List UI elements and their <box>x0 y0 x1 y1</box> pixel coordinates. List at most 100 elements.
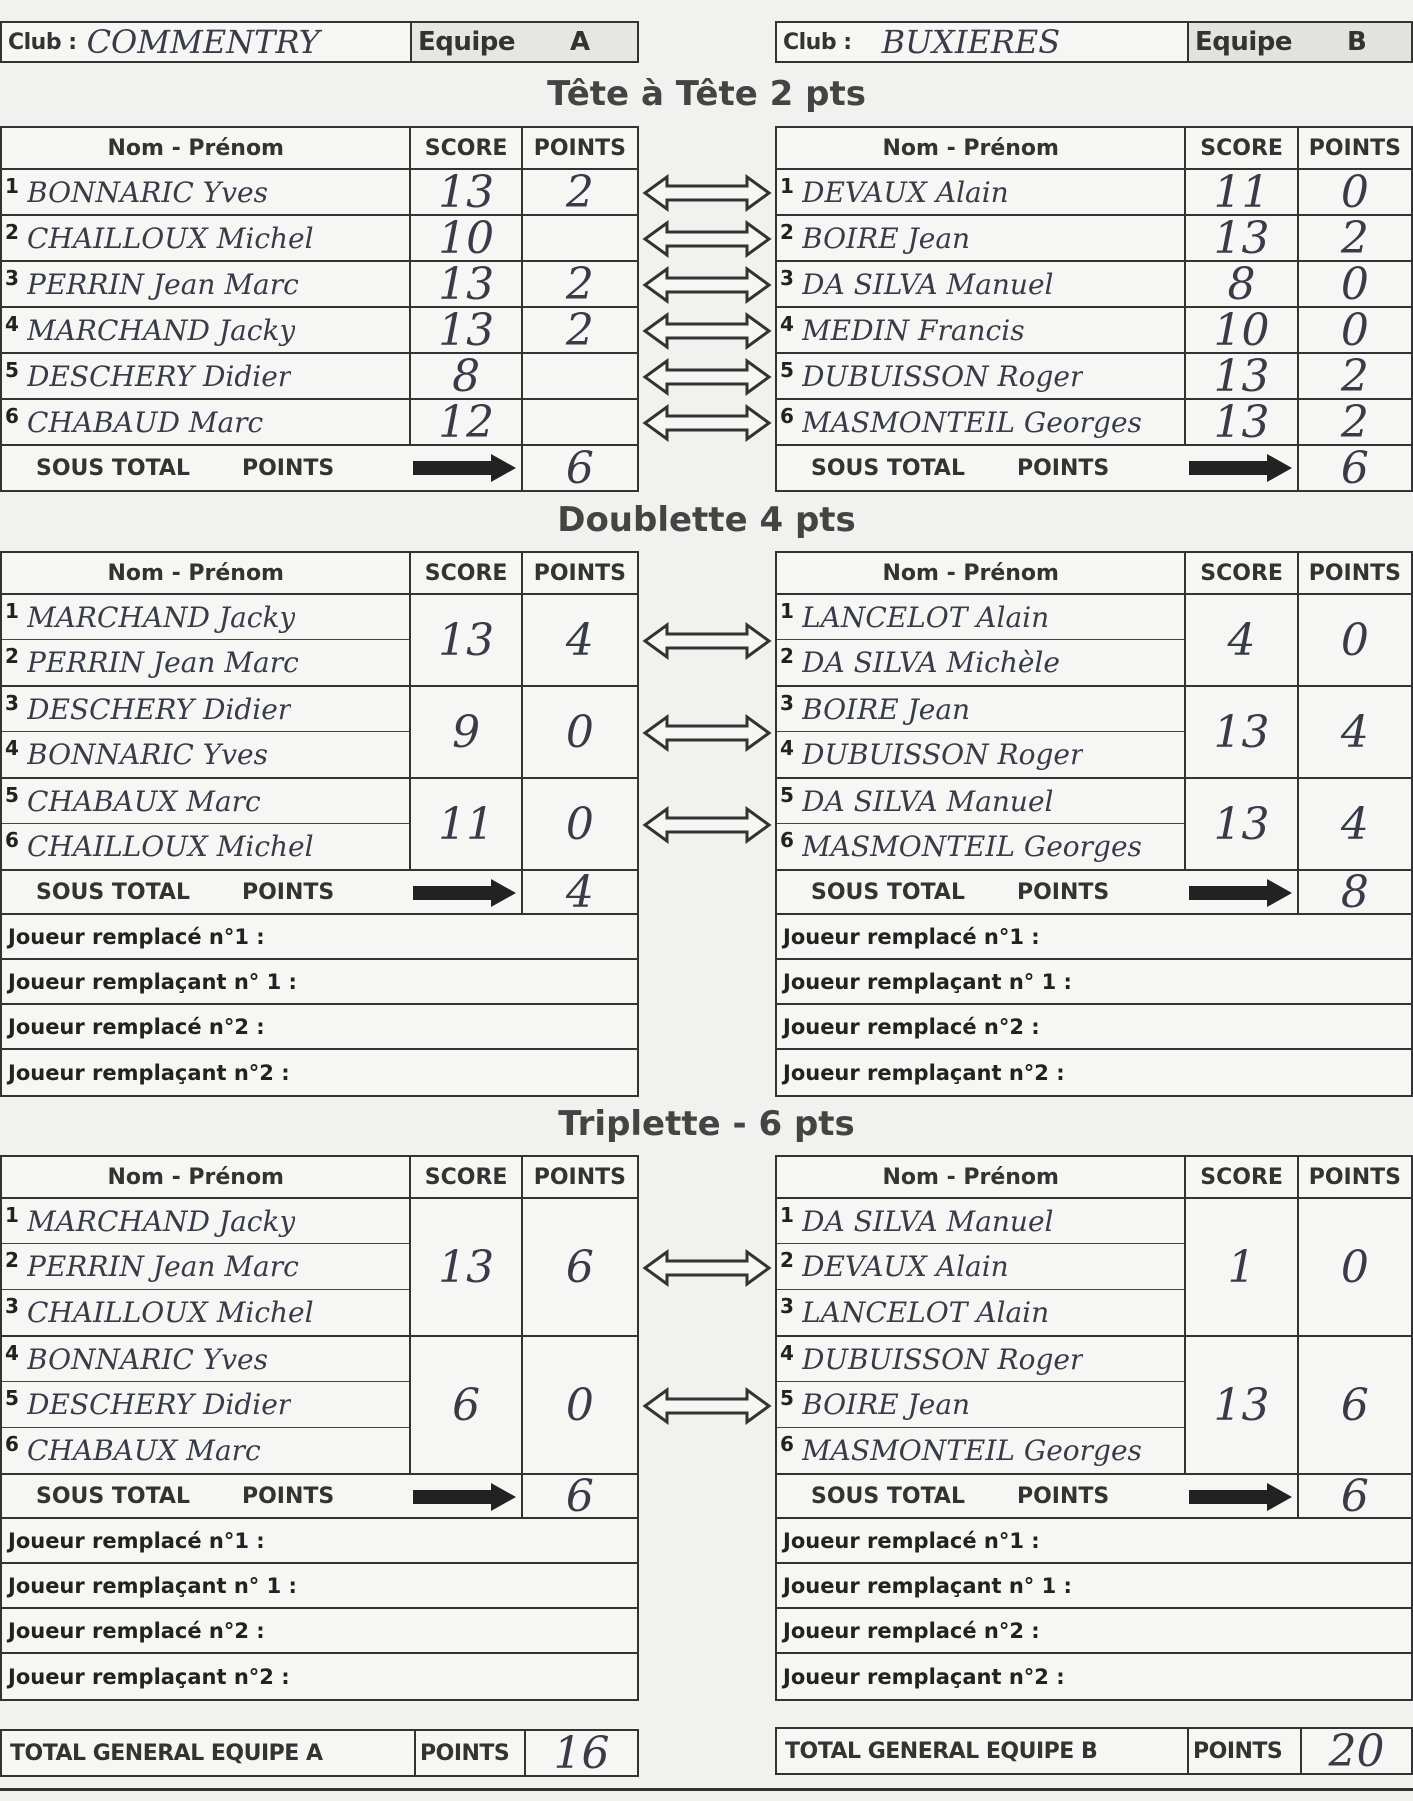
player-name: DEVAUX Alain <box>802 175 1009 209</box>
points-cell: 0 <box>1340 258 1369 310</box>
match-group-row: 3 PERRIN Jean Marc 13 2 <box>2 258 637 310</box>
match-group-row: 5 DA SILVA Manuel 6 MASMONTEIL Georges 13 4 <box>777 779 1411 871</box>
subtotal-points-label: POINTS <box>1016 455 1110 481</box>
player-name: DUBUISSON Roger <box>802 738 1084 771</box>
total-label: TOTAL GENERAL EQUIPE A <box>10 1740 323 1766</box>
match-group-row: 4 BONNARIC Yves 5 DESCHERY Didier 6 CHABAUX M… <box>2 1337 637 1475</box>
total-points-label-box-left: POINTS <box>414 1729 526 1777</box>
subtotal-points: 6 <box>565 1470 594 1522</box>
points-cell: 6 <box>1340 1379 1369 1431</box>
table-header-row: Nom - Prénom SCORE POINTS <box>2 553 637 595</box>
match-group-row: 3 DESCHERY Didier 4 BONNARIC Yves 9 0 <box>2 687 637 779</box>
total-points: 16 <box>553 1727 610 1779</box>
total-points-label: POINTS <box>1193 1738 1283 1764</box>
points-column-header: POINTS <box>1308 1164 1401 1190</box>
section-title: Doublette 4 pts <box>557 500 856 540</box>
player-number: 6 <box>5 828 19 853</box>
subtotal-label-cell: SOUS TOTAL POINTS <box>777 1475 1299 1517</box>
player-names: 1 BONNARIC Yves <box>2 170 412 214</box>
player-name: LANCELOT Alain <box>802 600 1050 634</box>
player-line: 3 DA SILVA Manuel <box>777 262 1184 306</box>
replacement-row: Joueur remplaçant n°2 : <box>777 1050 1411 1095</box>
right-arrow-icon <box>412 1483 516 1511</box>
player-names: 4 DUBUISSON Roger 5 BOIRE Jean 6 MASMONTEIL G… <box>777 1337 1187 1473</box>
replacement-label: Joueur remplacé n°2 : <box>8 1014 265 1039</box>
player-number: 4 <box>5 736 19 761</box>
player-name: PERRIN Jean Marc <box>27 646 299 679</box>
match-group-row: 1 MARCHAND Jacky 2 PERRIN Jean Marc 3 CHAILLO… <box>2 1199 637 1337</box>
score-cell: 10 <box>411 213 523 264</box>
score-table-left: Nom - Prénom SCORE POINTS 1 BONNARIC Yves 13 2… <box>0 126 639 494</box>
player-number: 5 <box>780 783 794 807</box>
total-points-box-left: 16 <box>524 1727 639 1779</box>
total-points: 20 <box>1328 1725 1385 1777</box>
replacement-label: Joueur remplaçant n°2 : <box>8 1060 290 1085</box>
player-line: 6 MASMONTEIL Georges <box>777 400 1184 444</box>
subtotal-label-cell: SOUS TOTAL POINTS <box>2 871 523 913</box>
player-name: DA SILVA Michèle <box>802 646 1060 679</box>
subtotal-label: SOUS TOTAL <box>36 1483 190 1509</box>
right-arrow-icon <box>412 454 516 482</box>
player-name: BONNARIC Yves <box>27 175 268 209</box>
player-number: 5 <box>5 783 19 807</box>
double-arrow-icon <box>642 714 772 752</box>
score-cell: 13 <box>1186 1337 1299 1473</box>
replacement-row: Joueur remplacé n°2 : <box>777 1609 1411 1654</box>
replacement-row: Joueur remplacé n°1 : <box>777 915 1411 960</box>
player-number: 2 <box>5 1248 19 1273</box>
player-line: 1 DA SILVA Manuel <box>777 1199 1185 1245</box>
subtotal-row: SOUS TOTAL POINTS 4 <box>2 867 637 918</box>
player-name: CHAILLOUX Michel <box>27 1295 314 1329</box>
player-names: 5 CHABAUX Marc 6 CHAILLOUX Michel <box>2 779 412 869</box>
player-number: 6 <box>5 404 19 428</box>
points-cell: 2 <box>565 304 594 356</box>
player-names: 1 MARCHAND Jacky 2 PERRIN Jean Marc <box>2 595 412 685</box>
total-label-box-left: TOTAL GENERAL EQUIPE A <box>0 1729 416 1777</box>
name-column-header: Nom - Prénom <box>2 1157 412 1197</box>
player-line: 2 DA SILVA Michèle <box>777 640 1184 685</box>
name-column-header: Nom - Prénom <box>777 553 1187 593</box>
player-line: 2 BOIRE Jean <box>777 216 1184 260</box>
match-group-row: 4 MEDIN Francis 10 0 <box>777 305 1411 356</box>
player-number: 3 <box>780 1293 794 1318</box>
player-names: 3 PERRIN Jean Marc <box>2 262 412 306</box>
score-cell: 8 <box>1186 259 1299 310</box>
replacement-label: Joueur remplacé n°2 : <box>783 1618 1040 1643</box>
score-cell: 13 <box>1186 213 1299 264</box>
total-points-label: POINTS <box>420 1740 510 1766</box>
player-line: 4 MARCHAND Jacky <box>2 308 409 352</box>
subtotal-label: SOUS TOTAL <box>36 455 190 481</box>
table-header-row: Nom - Prénom SCORE POINTS <box>777 1157 1411 1199</box>
match-group-row: 6 CHABAUD Marc 12 <box>2 397 637 448</box>
match-group-row: 2 BOIRE Jean 13 2 <box>777 213 1411 264</box>
player-line: 1 DEVAUX Alain <box>777 170 1184 214</box>
player-number: 1 <box>5 1203 19 1227</box>
points-cell: 2 <box>565 258 594 310</box>
subtotal-points: 6 <box>1340 442 1369 494</box>
points-column-header: POINTS <box>1308 135 1401 161</box>
player-number: 1 <box>780 174 794 198</box>
points-cell: 0 <box>565 706 594 758</box>
match-group-row: 2 CHAILLOUX Michel 10 <box>2 213 637 264</box>
player-number: 2 <box>5 220 19 244</box>
replacement-label: Joueur remplaçant n° 1 : <box>783 969 1072 994</box>
double-arrow-icon <box>642 266 772 304</box>
double-arrow-icon <box>642 220 772 258</box>
score-cell: 13 <box>411 1199 523 1335</box>
points-cell: 0 <box>1340 166 1369 218</box>
replacement-label: Joueur remplacé n°2 : <box>783 1014 1040 1039</box>
replacement-label: Joueur remplaçant n°2 : <box>783 1060 1065 1085</box>
player-number: 1 <box>780 599 794 623</box>
player-line: 2 CHAILLOUX Michel <box>2 216 409 260</box>
player-name: DUBUISSON Roger <box>802 1342 1084 1376</box>
player-name: DEVAUX Alain <box>802 1250 1009 1284</box>
player-names: 4 MARCHAND Jacky <box>2 308 412 352</box>
player-name: CHAILLOUX Michel <box>27 221 314 255</box>
score-cell: 13 <box>411 595 523 685</box>
player-number: 6 <box>5 1431 19 1456</box>
player-names: 1 LANCELOT Alain 2 DA SILVA Michèle <box>777 595 1187 685</box>
club-label: Club : <box>8 29 77 55</box>
score-cell: 13 <box>411 305 523 356</box>
player-name: BONNARIC Yves <box>27 1342 268 1376</box>
score-cell: 4 <box>1186 595 1299 685</box>
